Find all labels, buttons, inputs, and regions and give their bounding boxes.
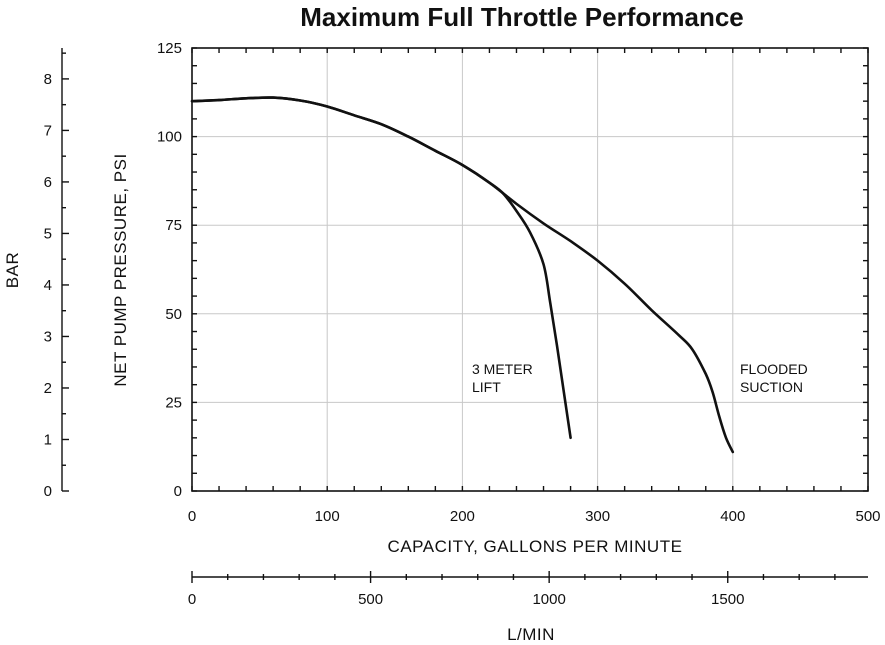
bar-tick-label: 5 — [44, 225, 52, 242]
y-tick-label: 100 — [157, 129, 182, 146]
y-tick-label: 25 — [165, 394, 182, 411]
series-line-3-meter-lift — [190, 96, 572, 440]
annotation-label: SUCTION — [740, 379, 803, 395]
y-tick-label: 125 — [157, 40, 182, 57]
y-tick-label: 50 — [165, 306, 182, 323]
y-axis-label: NET PUMP PRESSURE, PSI — [111, 153, 130, 386]
minor-ticks — [191, 47, 869, 492]
bar-tick-label: 4 — [44, 277, 52, 294]
bar-axis-label: BAR — [3, 252, 22, 288]
main-axis-tick-labels: 0 100 200 300 400 500 0 25 50 75 100 125 — [157, 40, 881, 525]
x-tick-label: 200 — [450, 508, 475, 525]
x-tick-label: 500 — [855, 508, 880, 525]
bar-tick-label: 3 — [44, 328, 52, 345]
lmin-tick-label: 500 — [358, 591, 383, 608]
curve-annotations: 3 METER LIFT FLOODED SUCTION — [472, 361, 808, 395]
x-tick-label: 0 — [188, 508, 196, 525]
chart-title: Maximum Full Throttle Performance — [300, 2, 744, 32]
bar-tick-label: 6 — [44, 174, 52, 191]
x-tick-label: 400 — [720, 508, 745, 525]
y-tick-label: 75 — [165, 217, 182, 234]
bar-tick-label: 1 — [44, 431, 52, 448]
lmin-tick-label: 1000 — [532, 591, 565, 608]
lmin-axis: 0 500 1000 1500 — [188, 571, 868, 608]
bar-tick-label: 8 — [44, 71, 52, 88]
bar-tick-label: 0 — [44, 483, 52, 500]
performance-curves — [190, 96, 735, 454]
bar-tick-label: 2 — [44, 380, 52, 397]
y-tick-label: 0 — [174, 483, 182, 500]
annotation-label: LIFT — [472, 379, 501, 395]
plot-frame — [191, 47, 869, 492]
annotation-label: 3 METER — [472, 361, 533, 377]
lmin-tick-label: 1500 — [711, 591, 744, 608]
grid-lines — [192, 48, 868, 491]
annotation-label: FLOODED — [740, 361, 808, 377]
lmin-tick-label: 0 — [188, 591, 196, 608]
lmin-axis-label: L/MIN — [507, 625, 555, 644]
bar-tick-label: 7 — [44, 122, 52, 139]
bar-axis: 0 1 2 3 4 5 6 7 8 — [44, 48, 69, 500]
x-tick-label: 300 — [585, 508, 610, 525]
x-tick-label: 100 — [315, 508, 340, 525]
x-axis-label: CAPACITY, GALLONS PER MINUTE — [388, 537, 683, 556]
